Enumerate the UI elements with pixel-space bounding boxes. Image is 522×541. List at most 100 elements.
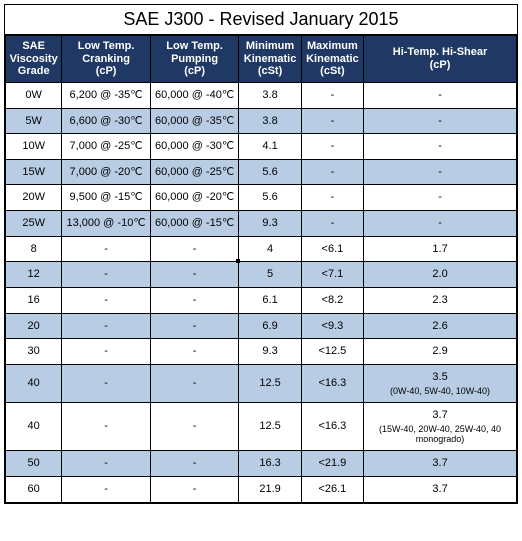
table-cell: -: [364, 185, 517, 211]
table-cell: 2.3: [364, 288, 517, 314]
table-cell: -: [364, 82, 517, 108]
table-cell: 1.7: [364, 236, 517, 262]
table-row: 40--12.5<16.33.7(15W-40, 20W-40, 25W-40,…: [6, 402, 517, 450]
table-cell: -: [150, 262, 239, 288]
table-cell: 7,000 @ -25℃: [62, 134, 151, 160]
table-cell: -: [62, 476, 151, 502]
table-row: 0W6,200 @ -35℃60,000 @ -40℃3.8--: [6, 82, 517, 108]
table-cell: -: [62, 364, 151, 402]
table-cell: <7.1: [301, 262, 363, 288]
table-cell: -: [364, 108, 517, 134]
table-cell: -: [364, 159, 517, 185]
table-row: 16--6.1<8.22.3: [6, 288, 517, 314]
table-header-row: SAE Viscosity GradeLow Temp. Cranking(cP…: [6, 36, 517, 83]
table-cell: 6,200 @ -35℃: [62, 82, 151, 108]
table-cell: 5.6: [239, 159, 301, 185]
table-cell: 3.8: [239, 82, 301, 108]
table-cell: -: [301, 134, 363, 160]
table-cell: -: [150, 364, 239, 402]
table-cell: 5: [239, 262, 301, 288]
table-cell: 25W: [6, 211, 62, 237]
table-cell: 8: [6, 236, 62, 262]
table-cell: <6.1: [301, 236, 363, 262]
table-row: 20W9,500 @ -15℃60,000 @ -20℃5.6--: [6, 185, 517, 211]
table-cell: 9,500 @ -15℃: [62, 185, 151, 211]
table-cell: -: [62, 262, 151, 288]
table-cell: -: [150, 236, 239, 262]
table-row: 60--21.9<26.13.7: [6, 476, 517, 502]
table-cell: 12.5: [239, 364, 301, 402]
table-row: 8--4<6.11.7: [6, 236, 517, 262]
selection-handle-icon: [236, 259, 240, 263]
table-cell: -: [62, 451, 151, 477]
table-cell: 6,600 @ -30℃: [62, 108, 151, 134]
table-cell: <16.3: [301, 364, 363, 402]
table-cell: -: [301, 185, 363, 211]
table-cell: 3.8: [239, 108, 301, 134]
table-cell: 60,000 @ -30℃: [150, 134, 239, 160]
table-row: 20--6.9<9.32.6: [6, 313, 517, 339]
table-cell: 60,000 @ -35℃: [150, 108, 239, 134]
table-row: 12--5<7.12.0: [6, 262, 517, 288]
table-cell: -: [364, 134, 517, 160]
table-cell: -: [150, 339, 239, 365]
table-cell: 5.6: [239, 185, 301, 211]
table-cell: -: [62, 236, 151, 262]
table-cell: 13,000 @ -10℃: [62, 211, 151, 237]
table-cell: 6.9: [239, 313, 301, 339]
table-cell: 9.3: [239, 339, 301, 365]
table-cell: -: [62, 313, 151, 339]
table-cell: 7,000 @ -20℃: [62, 159, 151, 185]
table-cell: 2.9: [364, 339, 517, 365]
table-cell: -: [150, 476, 239, 502]
table-cell: 5W: [6, 108, 62, 134]
table-cell: 2.0: [364, 262, 517, 288]
table-cell: 20: [6, 313, 62, 339]
table-cell: -: [150, 402, 239, 450]
table-cell: 10W: [6, 134, 62, 160]
table-cell: 2.6: [364, 313, 517, 339]
table-cell: 50: [6, 451, 62, 477]
table-title: SAE J300 - Revised January 2015: [5, 5, 517, 35]
table-cell: -: [301, 211, 363, 237]
column-header: Low Temp. Pumping(cP): [150, 36, 239, 83]
table-cell: <9.3: [301, 313, 363, 339]
table-cell: 12.5: [239, 402, 301, 450]
table-cell: 3.7: [364, 451, 517, 477]
table-cell: 60,000 @ -20℃: [150, 185, 239, 211]
table-row: 50--16.3<21.93.7: [6, 451, 517, 477]
table-cell: 60,000 @ -25℃: [150, 159, 239, 185]
table-cell: 60: [6, 476, 62, 502]
table-row: 5W6,600 @ -30℃60,000 @ -35℃3.8--: [6, 108, 517, 134]
column-header: Minimum Kinematic(cSt): [239, 36, 301, 83]
table-cell: 40: [6, 402, 62, 450]
table-cell: 3.5(0W-40, 5W-40, 10W-40): [364, 364, 517, 402]
table-cell: <12.5: [301, 339, 363, 365]
table-cell: -: [150, 451, 239, 477]
table-cell: 12: [6, 262, 62, 288]
table-cell: -: [62, 339, 151, 365]
table-cell: 3.7: [364, 476, 517, 502]
table-cell: -: [150, 288, 239, 314]
table-cell: -: [301, 108, 363, 134]
table-cell: <21.9: [301, 451, 363, 477]
table-row: 10W7,000 @ -25℃60,000 @ -30℃4.1--: [6, 134, 517, 160]
table-cell: 15W: [6, 159, 62, 185]
table-cell: 16.3: [239, 451, 301, 477]
column-header: Low Temp. Cranking(cP): [62, 36, 151, 83]
table-cell: -: [62, 402, 151, 450]
table-cell: 40: [6, 364, 62, 402]
table-cell: 6.1: [239, 288, 301, 314]
table-cell: 60,000 @ -15℃: [150, 211, 239, 237]
table-cell: 21.9: [239, 476, 301, 502]
table-cell: -: [150, 313, 239, 339]
column-header: Maximum Kinematic(cSt): [301, 36, 363, 83]
table-row: 40--12.5<16.33.5(0W-40, 5W-40, 10W-40): [6, 364, 517, 402]
table-cell: 3.7(15W-40, 20W-40, 25W-40, 40 monogrado…: [364, 402, 517, 450]
table-cell: -: [62, 288, 151, 314]
table-container: SAE J300 - Revised January 2015 SAE Visc…: [4, 4, 518, 504]
table-cell: 9.3: [239, 211, 301, 237]
table-cell: 4.1: [239, 134, 301, 160]
table-cell: -: [301, 159, 363, 185]
table-cell: -: [301, 82, 363, 108]
